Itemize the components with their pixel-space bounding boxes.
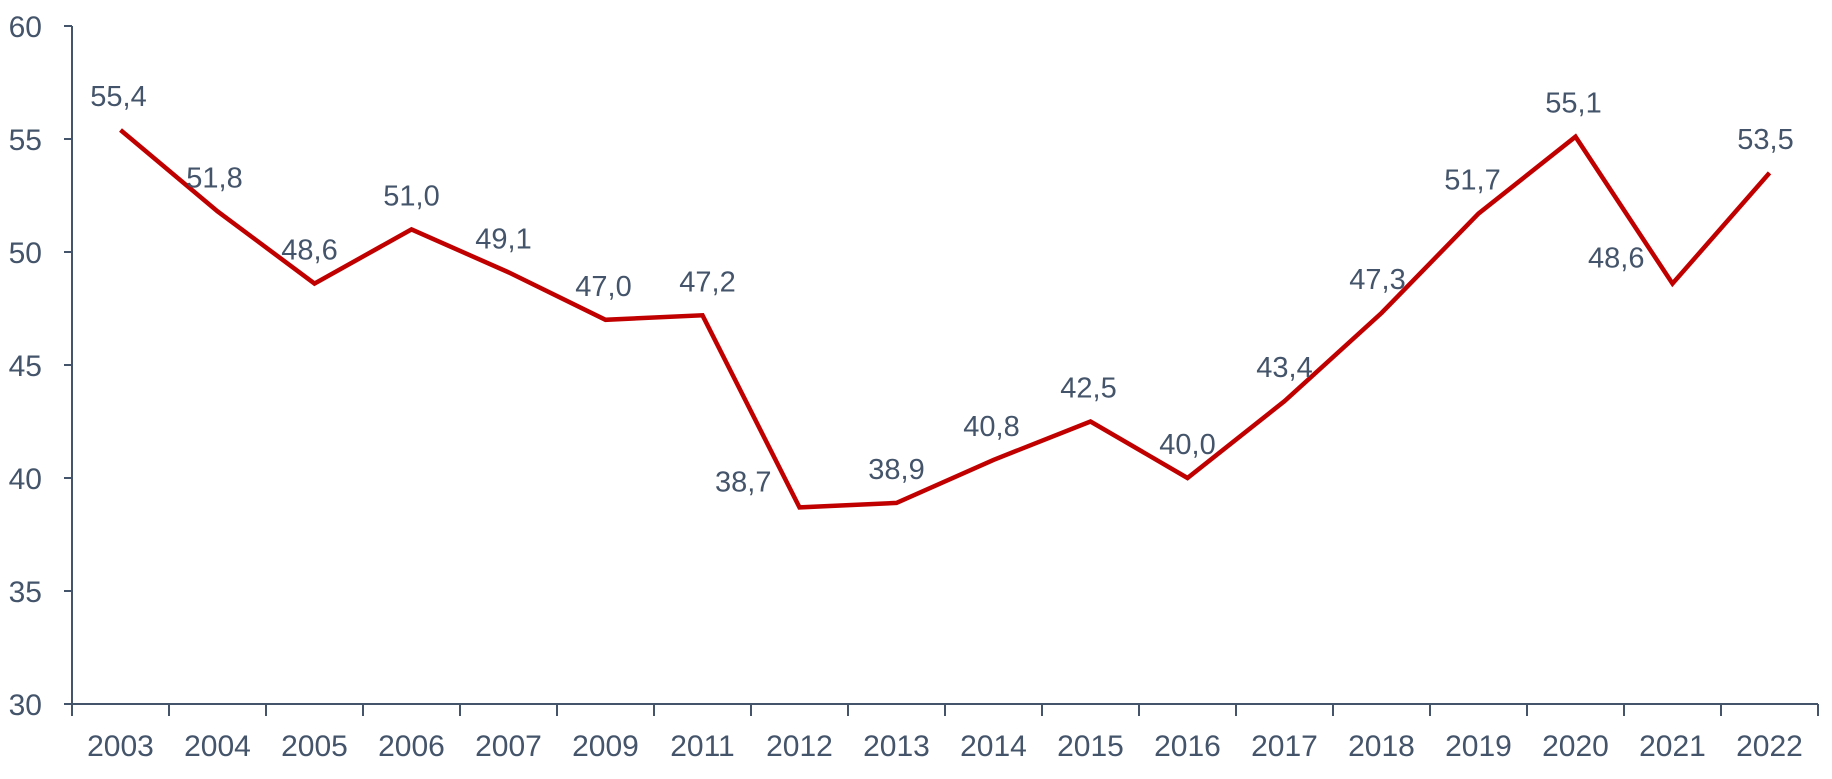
x-tick-label: 2019 [1445,730,1512,763]
data-label: 48,6 [1588,243,1644,275]
data-labels: 55,4 51,8 48,6 51,0 49,1 47,0 47,2 38,7 38,9 40,8… [90,81,1793,498]
data-label: 42,5 [1060,373,1116,405]
data-label: 53,5 [1737,124,1793,156]
x-tick-label: 2021 [1639,730,1706,763]
x-tick-label: 2013 [863,730,930,763]
data-label: 40,0 [1159,429,1215,461]
x-tick-label: 2017 [1251,730,1318,763]
data-label: 47,2 [679,266,735,298]
y-tick-label: 40 [9,463,42,496]
y-tick-label: 45 [9,350,42,383]
x-tick-label: 2004 [184,730,251,763]
series-group [119,128,1772,510]
x-tick-label: 2014 [960,730,1027,763]
data-label: 48,6 [281,235,337,267]
y-tick-label: 50 [9,237,42,270]
x-tick-label: 2003 [87,730,154,763]
data-label: 55,4 [90,81,146,113]
y-tick-label: 35 [9,576,42,609]
x-tick-label: 2005 [281,730,348,763]
series-line [119,128,1772,510]
x-tick-label: 2022 [1736,730,1803,763]
y-tick-label: 30 [9,689,42,722]
x-tick-label: 2007 [475,730,542,763]
data-label: 51,7 [1444,165,1500,197]
data-label: 51,0 [383,180,439,212]
data-label: 51,8 [186,162,242,194]
data-label: 47,0 [575,271,631,303]
data-label: 47,3 [1349,264,1405,296]
x-tick-label: 2006 [378,730,445,763]
x-tick-label: 2012 [766,730,833,763]
data-label: 40,8 [963,411,1019,443]
data-label: 43,4 [1256,352,1312,384]
x-tick-label: 2016 [1154,730,1221,763]
data-label: 55,1 [1545,88,1601,120]
data-label: 38,9 [868,454,924,486]
x-tick-label: 2009 [572,730,639,763]
y-axis: 30 35 40 45 50 55 60 [9,11,73,722]
x-tick-label: 2020 [1542,730,1609,763]
y-tick-label: 55 [9,124,42,157]
data-label: 38,7 [715,466,771,498]
y-tick-label: 60 [9,11,42,44]
data-label: 49,1 [475,223,531,255]
x-tick-label: 2015 [1057,730,1124,763]
x-tick-label: 2011 [670,730,735,763]
x-tick-label: 2018 [1348,730,1415,763]
x-axis: 2003 2004 2005 2006 2007 2009 2011 2012 2013 2014… [71,703,1819,763]
